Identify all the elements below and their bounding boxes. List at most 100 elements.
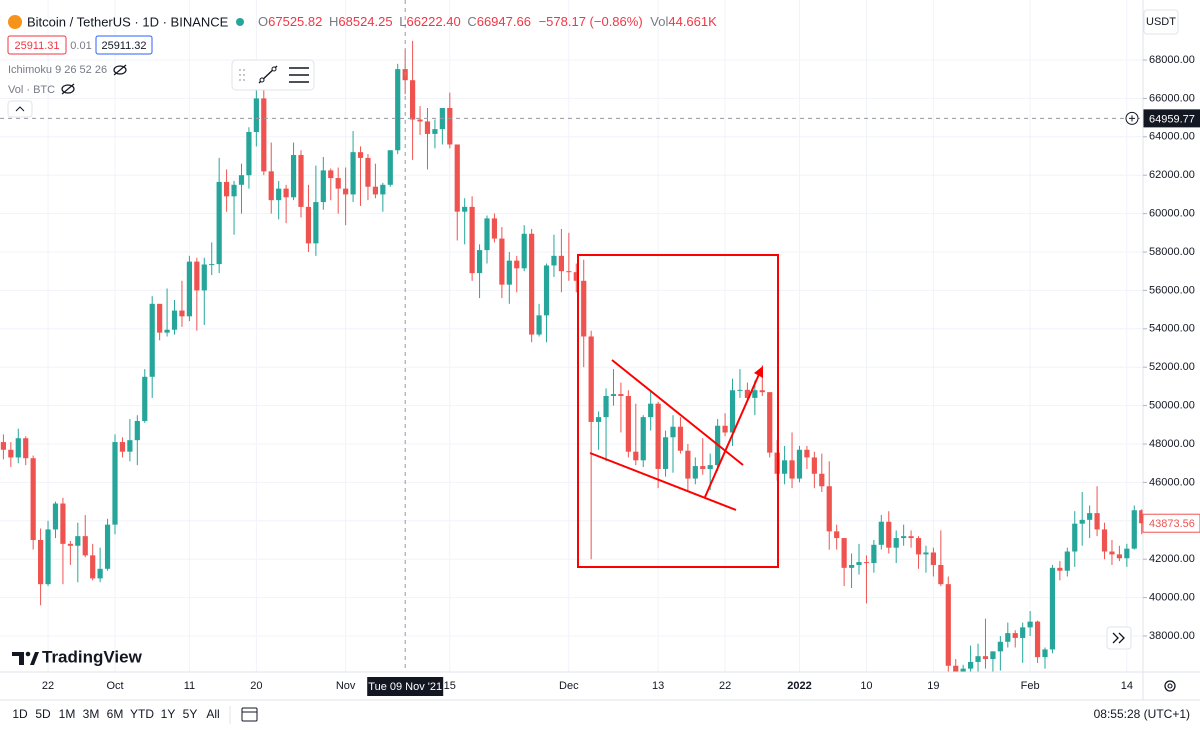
candle-body: [171, 310, 178, 330]
settings-icon[interactable]: [1164, 680, 1176, 692]
legend-value: 68524.25: [338, 14, 392, 29]
candle-body: [1079, 519, 1085, 524]
candle-body: [335, 178, 341, 189]
eye-icon[interactable]: [113, 65, 127, 75]
line-tool-node: [259, 77, 265, 83]
candle-body: [261, 98, 267, 172]
candle-body: [67, 543, 73, 546]
candle-body: [662, 437, 669, 469]
candle-body: [75, 536, 81, 546]
line-tool-node: [271, 66, 277, 72]
sell-button[interactable]: [7, 35, 67, 55]
candle-body: [469, 206, 475, 274]
candle-body: [432, 129, 438, 134]
candle-body: [811, 457, 817, 474]
candle-body: [343, 188, 349, 195]
candle-body: [290, 155, 297, 198]
range-button[interactable]: 1Y: [161, 707, 176, 721]
candle-body: [424, 121, 431, 134]
buy-button[interactable]: [95, 35, 153, 55]
settings-tool-icon[interactable]: [289, 67, 309, 83]
collapse-icon: [15, 106, 25, 112]
range-buttons: 1D 5D 1M 3M 6M YTD 1Y 5Y All: [12, 707, 219, 721]
candle-body: [1049, 567, 1056, 650]
indicator-label[interactable]: Ichimoku 9 26 52 26: [8, 64, 107, 76]
candle-body: [499, 238, 505, 285]
candle-body: [60, 503, 66, 544]
y-tick-label: 64000.00: [1149, 131, 1195, 143]
candle-body: [410, 80, 416, 120]
arrow-head: [754, 366, 763, 378]
candle-body: [871, 544, 877, 564]
candle-body: [15, 438, 21, 458]
candle-body: [1027, 621, 1033, 628]
range-button[interactable]: 1D: [12, 707, 28, 721]
x-tick-label: 11: [184, 680, 195, 692]
candle-body: [767, 392, 773, 453]
candle-body: [328, 170, 334, 179]
candle-body: [186, 261, 192, 317]
y-tick-label: 68000.00: [1149, 54, 1195, 66]
currency-button[interactable]: [1143, 9, 1179, 35]
candle-body: [8, 449, 14, 458]
drag-handle[interactable]: [239, 69, 245, 81]
candles: [0, 40, 1143, 672]
range-button[interactable]: 3M: [83, 707, 100, 721]
candle-body: [209, 264, 215, 266]
candle-body: [789, 460, 795, 479]
trend-line[interactable]: [611, 359, 744, 466]
goto-date-icon[interactable]: [241, 707, 258, 722]
candle-body: [759, 390, 765, 393]
last-price: 43873.56: [1149, 518, 1195, 530]
range-button[interactable]: 5D: [35, 707, 51, 721]
range-button[interactable]: 5Y: [183, 707, 198, 721]
scroll-to-latest[interactable]: [1106, 626, 1132, 650]
market-status: [236, 18, 244, 26]
candle-body: [142, 376, 148, 421]
trend-line[interactable]: [589, 452, 737, 511]
candle-body: [804, 449, 810, 458]
candle-body: [298, 155, 304, 207]
spread: 0.01: [70, 40, 91, 52]
candle-body: [380, 184, 386, 195]
logo-text[interactable]: TradingView: [42, 647, 143, 666]
candle-body: [707, 465, 713, 469]
legend-key: L: [399, 14, 406, 29]
crosshair: Tue 09 Nov '21 64959.77: [0, 0, 1200, 696]
candle-body: [1109, 551, 1115, 555]
range-button[interactable]: YTD: [130, 707, 154, 721]
symbol-title[interactable]: Bitcoin / TetherUS · 1D · BINANCE: [27, 14, 229, 29]
range-button[interactable]: 6M: [107, 707, 124, 721]
scroll-icon: [1112, 632, 1125, 644]
candle-body: [618, 394, 624, 396]
clock[interactable]: 08:55:28 (UTC+1): [1094, 707, 1190, 721]
volume-key: Vol: [650, 14, 668, 29]
y-tick-label: 46000.00: [1149, 476, 1195, 488]
candle-body: [1094, 513, 1100, 530]
candle-body: [737, 389, 743, 391]
candle-body: [395, 69, 401, 151]
x-tick-label: 14: [1121, 680, 1133, 692]
candle-body: [246, 132, 252, 176]
candle-body: [588, 336, 594, 422]
y-tick-label: 62000.00: [1149, 169, 1195, 181]
candle-body: [447, 108, 453, 145]
ask: 25911.32: [101, 40, 146, 52]
eye-icon[interactable]: [61, 84, 75, 94]
candle-body: [506, 260, 512, 285]
x-tick-label: 19: [927, 680, 939, 692]
bid: 25911.31: [14, 40, 59, 52]
arrow-line[interactable]: [704, 371, 761, 498]
indicator-label[interactable]: Vol · BTC: [8, 84, 55, 96]
y-tick-label: 52000.00: [1149, 361, 1195, 373]
currency: USDT: [1146, 16, 1176, 28]
candle-body: [596, 417, 602, 422]
drawn-rectangle[interactable]: [577, 254, 779, 568]
range-button[interactable]: 1M: [59, 707, 76, 721]
range-button[interactable]: All: [206, 707, 219, 721]
candle-body: [476, 250, 483, 274]
candle-body: [923, 552, 929, 555]
collapse-button[interactable]: [7, 100, 33, 118]
legend-value: 66222.40: [406, 14, 460, 29]
